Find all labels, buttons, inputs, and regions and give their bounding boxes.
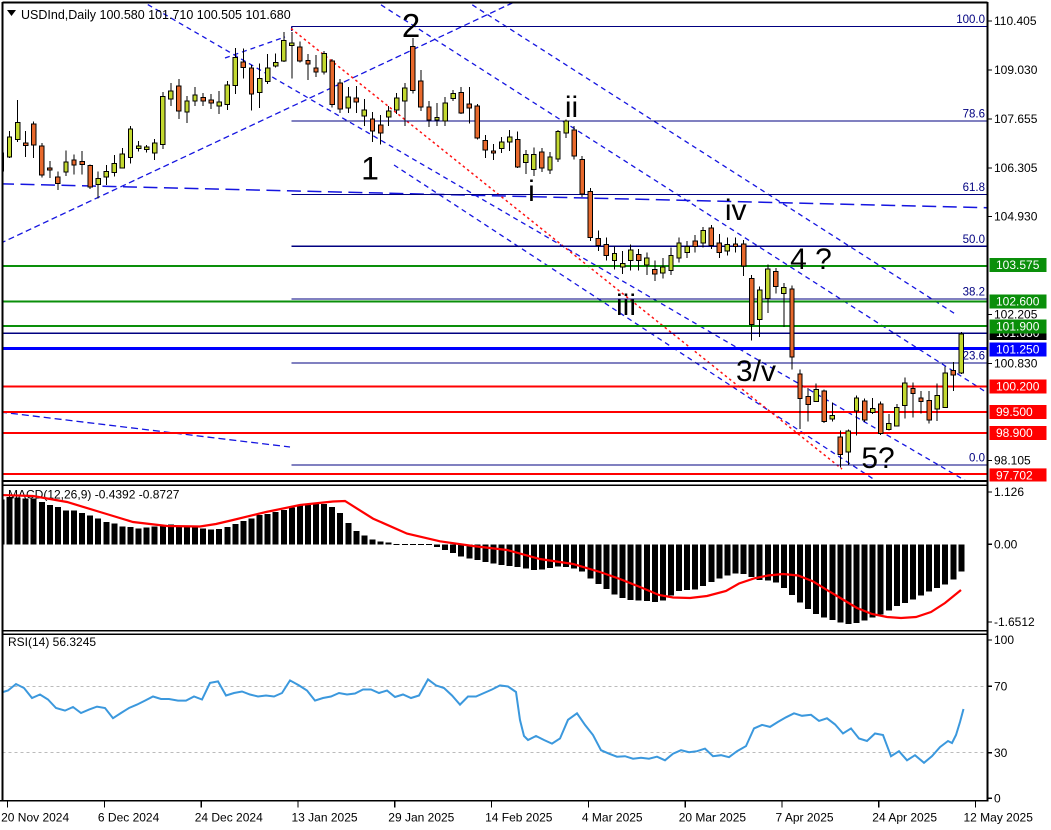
svg-text:100.0: 100.0 bbox=[956, 14, 985, 26]
svg-text:RSI(14) 56.3245: RSI(14) 56.3245 bbox=[8, 635, 96, 649]
svg-text:78.6: 78.6 bbox=[963, 108, 985, 120]
svg-text:38.2: 38.2 bbox=[963, 287, 985, 299]
svg-text:0.00: 0.00 bbox=[994, 538, 1018, 552]
svg-text:98.900: 98.900 bbox=[996, 426, 1033, 440]
svg-text:107.655: 107.655 bbox=[994, 112, 1038, 126]
svg-text:20 Mar 2025: 20 Mar 2025 bbox=[679, 811, 747, 825]
svg-text:61.8: 61.8 bbox=[963, 182, 985, 194]
svg-text:101.900: 101.900 bbox=[996, 320, 1040, 334]
svg-text:USDInd,Daily 100.580 101.710: USDInd,Daily 100.580 101.710 100.505 101… bbox=[21, 8, 291, 22]
svg-text:100: 100 bbox=[994, 633, 1014, 647]
svg-text:7 Apr 2025: 7 Apr 2025 bbox=[776, 811, 834, 825]
svg-text:103.575: 103.575 bbox=[996, 258, 1040, 272]
svg-text:104.930: 104.930 bbox=[994, 210, 1038, 224]
svg-text:24 Dec 2024: 24 Dec 2024 bbox=[195, 811, 263, 825]
svg-text:4 Mar 2025: 4 Mar 2025 bbox=[582, 811, 643, 825]
svg-text:12 May 2025: 12 May 2025 bbox=[964, 811, 1034, 825]
svg-text:102.205: 102.205 bbox=[994, 308, 1038, 322]
svg-text:102.600: 102.600 bbox=[996, 295, 1040, 309]
svg-text:100.830: 100.830 bbox=[994, 357, 1038, 371]
svg-text:100.200: 100.200 bbox=[996, 380, 1040, 394]
svg-text:13 Jan 2025: 13 Jan 2025 bbox=[292, 811, 358, 825]
svg-text:70: 70 bbox=[994, 680, 1008, 694]
svg-text:14 Feb 2025: 14 Feb 2025 bbox=[485, 811, 553, 825]
svg-text:30: 30 bbox=[994, 746, 1008, 760]
svg-text:101.250: 101.250 bbox=[996, 343, 1040, 357]
svg-text:iii: iii bbox=[616, 289, 636, 322]
svg-text:5?: 5? bbox=[861, 442, 894, 475]
svg-text:-1.6512: -1.6512 bbox=[994, 615, 1035, 629]
svg-text:1.126: 1.126 bbox=[994, 485, 1024, 499]
svg-text:ii: ii bbox=[565, 91, 578, 124]
svg-text:iv: iv bbox=[725, 194, 747, 227]
svg-text:0: 0 bbox=[994, 792, 1001, 806]
svg-text:97.702: 97.702 bbox=[996, 468, 1033, 482]
svg-text:1: 1 bbox=[361, 151, 379, 187]
svg-text:0.0: 0.0 bbox=[969, 453, 985, 465]
svg-text:50.0: 50.0 bbox=[963, 234, 985, 246]
svg-text:106.305: 106.305 bbox=[994, 161, 1038, 175]
svg-text:20 Nov 2024: 20 Nov 2024 bbox=[1, 811, 69, 825]
svg-text:99.500: 99.500 bbox=[996, 405, 1033, 419]
svg-text:2: 2 bbox=[402, 7, 420, 44]
svg-text:6 Dec 2024: 6 Dec 2024 bbox=[98, 811, 160, 825]
svg-text:29 Jan 2025: 29 Jan 2025 bbox=[388, 811, 454, 825]
svg-text:MACD(12,26,9) -0.4392 -0.8727: MACD(12,26,9) -0.4392 -0.8727 bbox=[8, 488, 180, 502]
svg-text:110.405: 110.405 bbox=[994, 14, 1037, 28]
svg-text:3/v: 3/v bbox=[736, 355, 776, 388]
svg-text:i: i bbox=[528, 175, 535, 208]
svg-text:109.030: 109.030 bbox=[994, 63, 1038, 77]
svg-text:24 Apr 2025: 24 Apr 2025 bbox=[872, 811, 937, 825]
svg-text:23.6: 23.6 bbox=[963, 351, 985, 363]
svg-text:4 ?: 4 ? bbox=[790, 243, 832, 276]
svg-text:98.105: 98.105 bbox=[994, 454, 1031, 468]
